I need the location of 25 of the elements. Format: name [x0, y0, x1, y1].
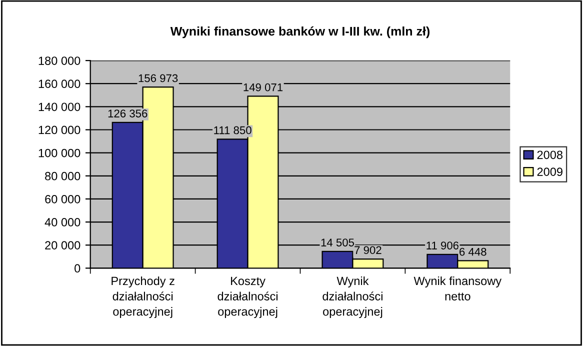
x-tick-label: Wynik działalności operacyjnej — [322, 276, 382, 318]
data-label: 11 906 — [426, 242, 459, 250]
y-tick-label: 0 — [74, 264, 80, 273]
legend-label: 2009 — [537, 168, 562, 176]
y-tick-label: 140 000 — [38, 102, 80, 112]
legend-label: 2008 — [537, 150, 562, 160]
y-tick-label: 160 000 — [38, 80, 80, 88]
y-tick-label: 120 000 — [38, 126, 80, 134]
x-tick-label: Koszty działalności operacyjnej — [218, 276, 278, 318]
x-tick-label: Wynik finansowy netto — [414, 276, 502, 300]
y-tick-label: 20 000 — [45, 241, 80, 250]
data-label: 149 071 — [244, 83, 283, 92]
y-tick-label: 60 000 — [45, 194, 80, 204]
x-tick-label: Przychody z działalności operacyjnej — [112, 276, 174, 318]
y-tick-label: 180 000 — [38, 56, 80, 65]
y-tick-label: 100 000 — [38, 148, 80, 158]
data-label: 156 973 — [138, 74, 178, 82]
chart-title: Wyniki finansowe banków w I-III kw. (mln zł) — [170, 26, 430, 38]
y-tick-label: 80 000 — [45, 172, 80, 180]
data-label: 126 356 — [108, 110, 148, 118]
data-label: 14 505 — [321, 238, 354, 246]
y-tick-label: 40 000 — [44, 218, 80, 226]
data-label: 7 902 — [354, 246, 382, 254]
data-label: 6 448 — [460, 248, 486, 256]
data-label: 111 850 — [214, 126, 252, 134]
